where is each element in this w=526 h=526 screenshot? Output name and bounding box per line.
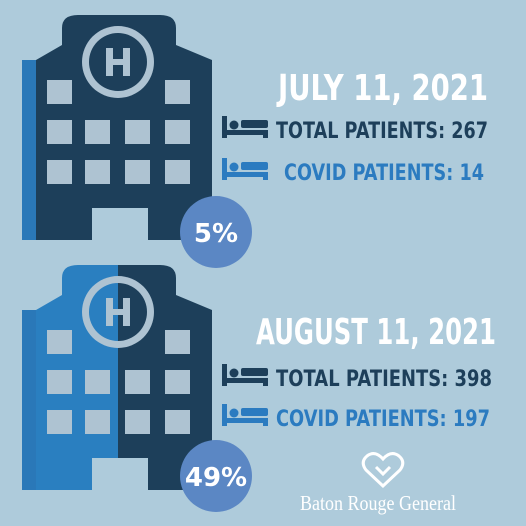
- covid-value: 14: [459, 161, 484, 186]
- total-value: 398: [455, 367, 492, 392]
- total-value: 267: [451, 119, 488, 144]
- percent-badge: [180, 440, 252, 512]
- logo-text: Baton Rouge General: [300, 491, 456, 515]
- hospital-building: [22, 265, 212, 490]
- percent-label: 49%: [185, 463, 247, 493]
- total-line: TOTAL PATIENTS: 398: [276, 367, 492, 392]
- logo-icon: [361, 452, 405, 489]
- percent-label: 5%: [194, 219, 238, 249]
- covid-line: COVID PATIENTS: 197: [276, 407, 490, 432]
- total-line: TOTAL PATIENTS: 267: [276, 119, 488, 144]
- covid-label: COVID PATIENTS:: [276, 407, 447, 432]
- hospital-building: [22, 15, 212, 240]
- covid-value: 197: [453, 407, 490, 432]
- covid-line: COVID PATIENTS: 14: [284, 161, 484, 186]
- covid-label: COVID PATIENTS:: [284, 161, 453, 186]
- date: AUGUST 11, 2021: [256, 312, 496, 353]
- date: JULY 11, 2021: [276, 68, 488, 109]
- total-label: TOTAL PATIENTS:: [276, 367, 448, 392]
- percent-badge: [180, 196, 252, 268]
- total-label: TOTAL PATIENTS:: [276, 119, 445, 144]
